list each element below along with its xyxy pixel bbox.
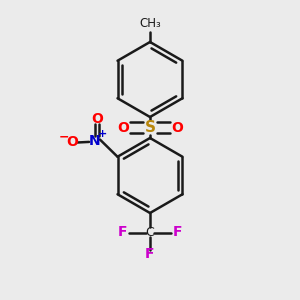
Text: CH₃: CH₃ [139, 17, 161, 30]
Text: N: N [89, 134, 100, 148]
Text: O: O [171, 121, 183, 134]
Text: −: − [58, 130, 69, 144]
Text: C: C [146, 226, 154, 239]
Text: F: F [172, 226, 182, 239]
Text: O: O [91, 112, 103, 126]
Text: F: F [118, 226, 128, 239]
Text: O: O [66, 136, 78, 149]
Text: S: S [145, 120, 155, 135]
Text: +: + [98, 129, 106, 140]
Text: O: O [117, 121, 129, 134]
Text: F: F [145, 247, 155, 261]
